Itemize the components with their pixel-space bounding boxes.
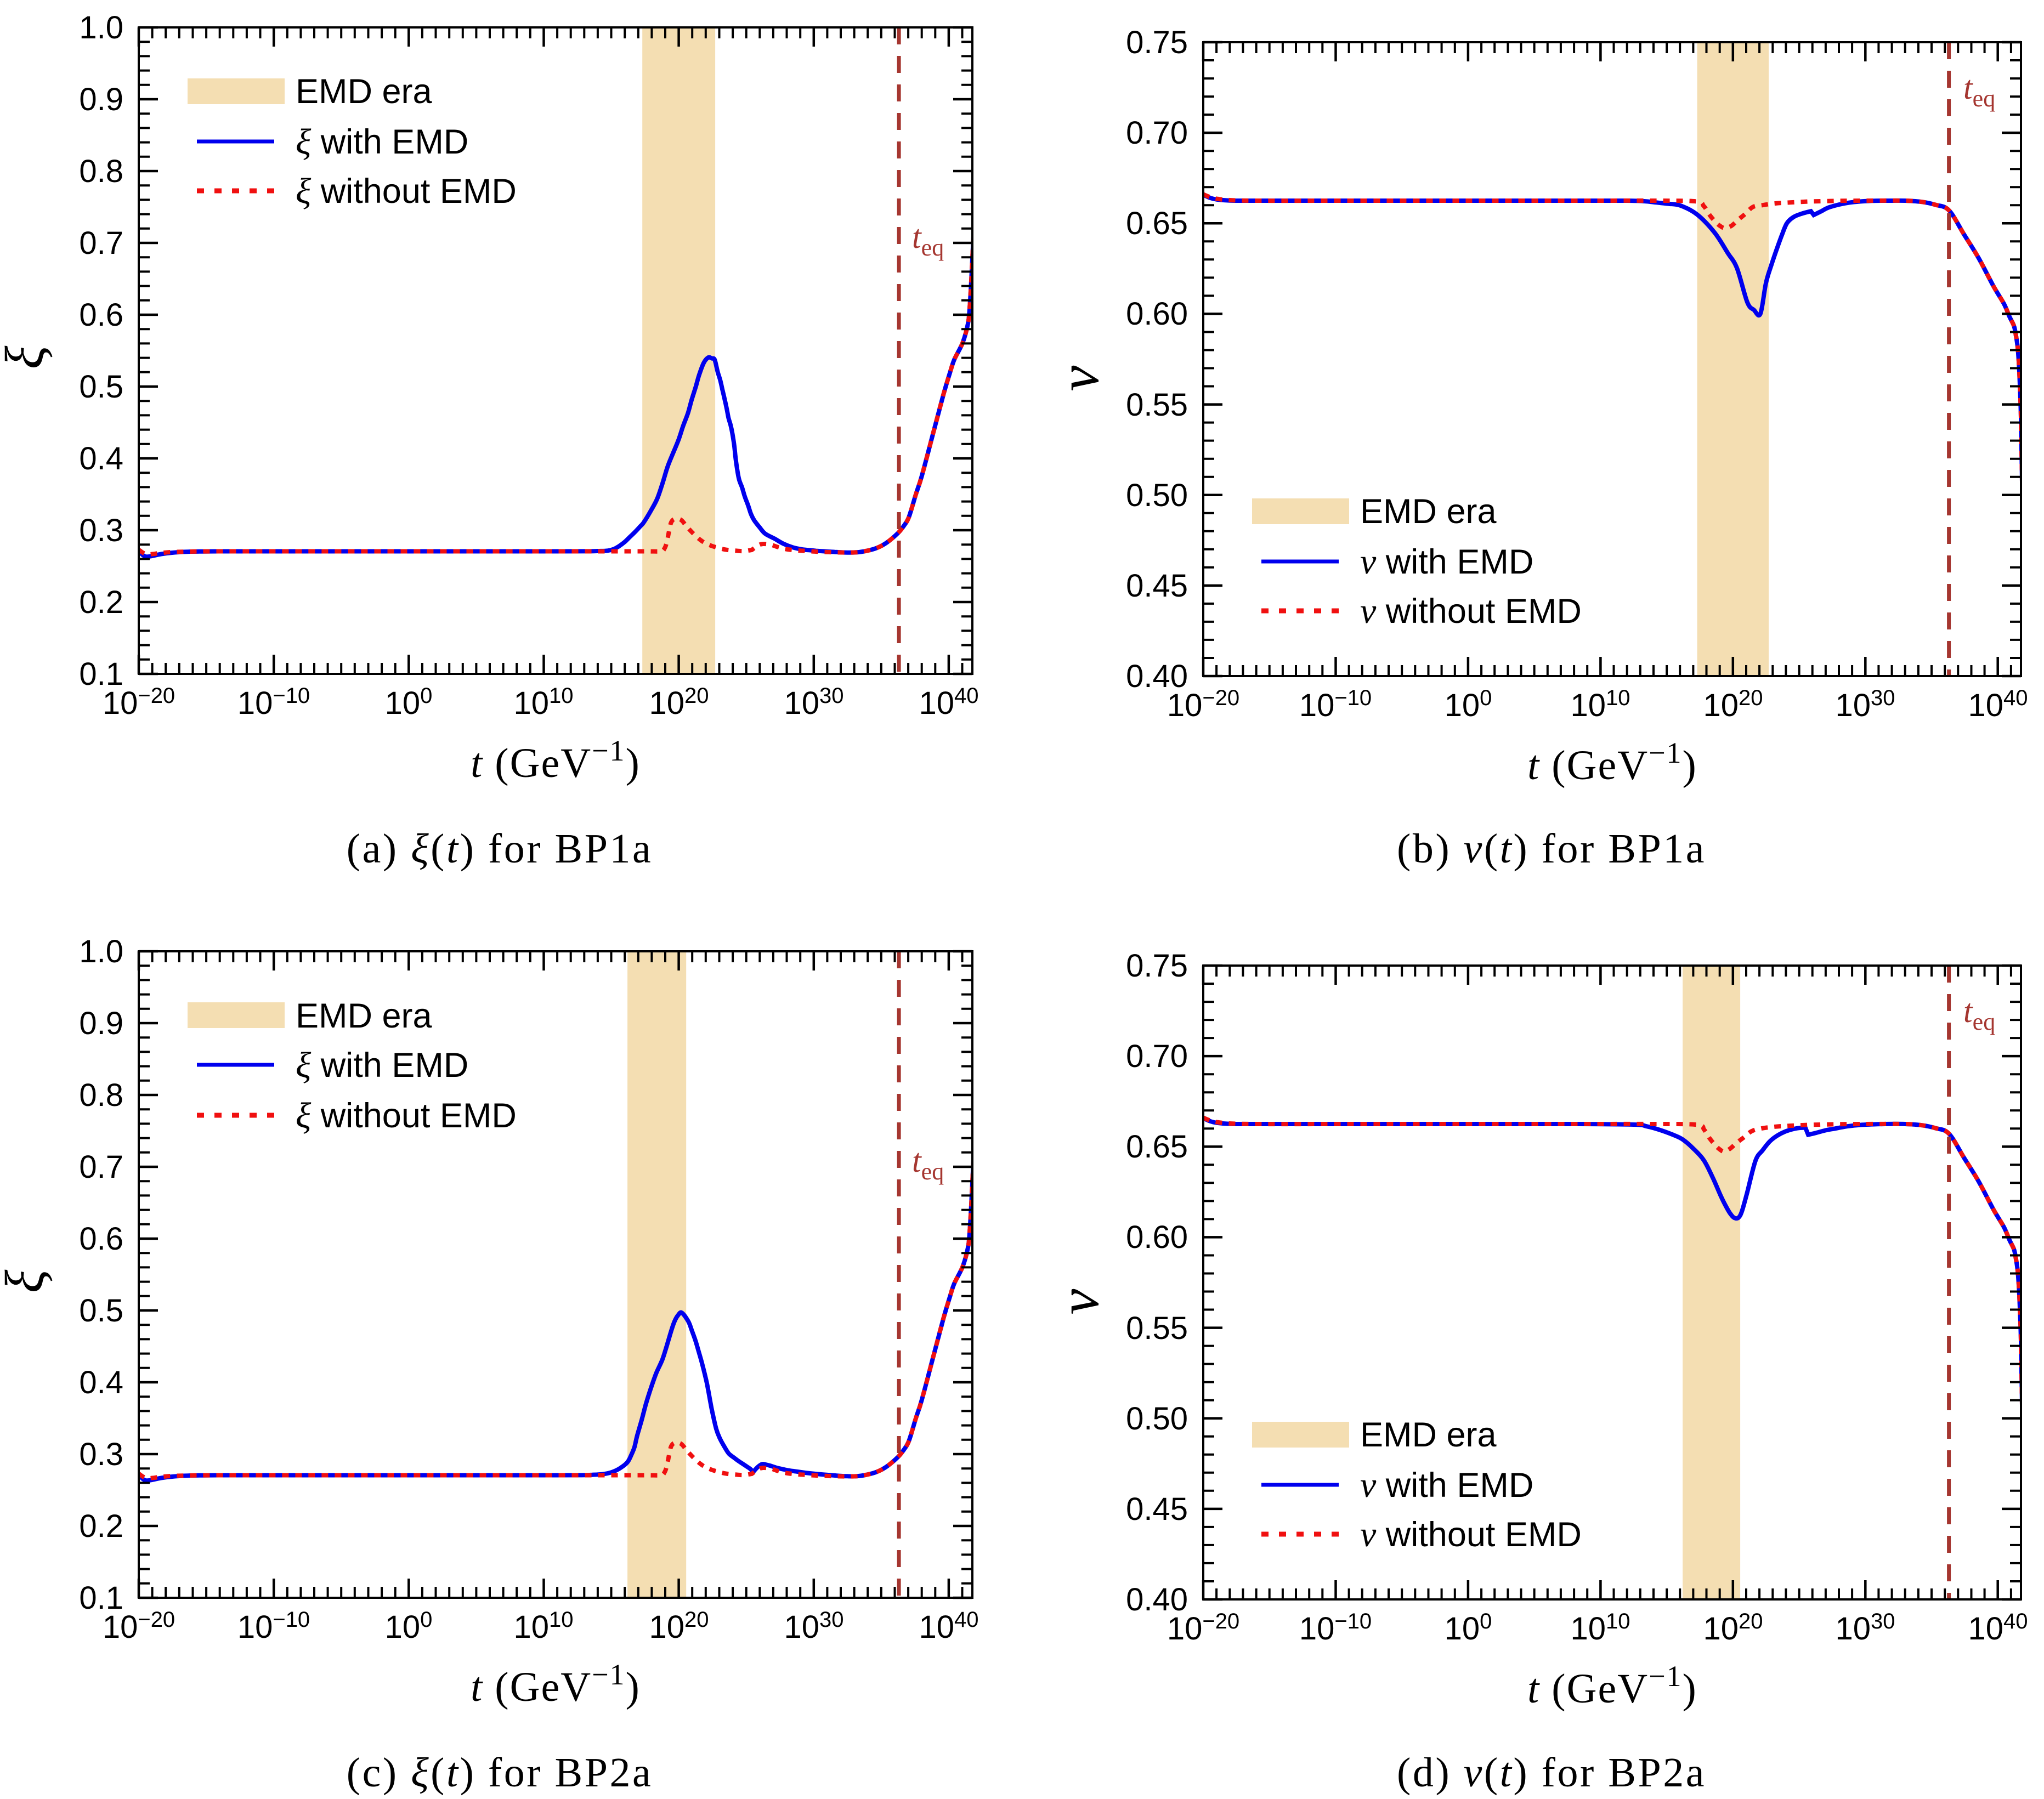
svg-text:0.60: 0.60 bbox=[1126, 296, 1188, 332]
svg-text:0.7: 0.7 bbox=[79, 1149, 123, 1185]
svg-text:0.4: 0.4 bbox=[79, 1365, 123, 1400]
svg-text:0.65: 0.65 bbox=[1126, 1129, 1188, 1165]
svg-text:(b) v(t) for BP1a: (b) v(t) for BP1a bbox=[1397, 826, 1706, 872]
svg-text:0.9: 0.9 bbox=[79, 82, 123, 117]
svg-text:v: v bbox=[1046, 365, 1111, 391]
svg-text:0.1: 0.1 bbox=[79, 1580, 123, 1616]
svg-text:ξ: ξ bbox=[0, 345, 55, 369]
svg-text:0.40: 0.40 bbox=[1126, 1582, 1188, 1618]
svg-text:1.0: 1.0 bbox=[79, 10, 123, 46]
svg-text:0.50: 0.50 bbox=[1126, 478, 1188, 513]
svg-text:0.6: 0.6 bbox=[79, 297, 123, 333]
svg-text:(c) ξ(t) for BP2a: (c) ξ(t) for BP2a bbox=[347, 1750, 653, 1796]
svg-text:1030: 1030 bbox=[784, 1608, 843, 1645]
svg-text:ξ without EMD: ξ without EMD bbox=[296, 1096, 517, 1136]
svg-text:0.9: 0.9 bbox=[79, 1006, 123, 1041]
svg-text:0.60: 0.60 bbox=[1126, 1219, 1188, 1255]
svg-text:(a) ξ(t) for BP1a: (a) ξ(t) for BP1a bbox=[347, 826, 653, 872]
svg-text:ξ: ξ bbox=[0, 1269, 55, 1293]
svg-text:v: v bbox=[1046, 1289, 1111, 1314]
svg-text:ξ with EMD: ξ with EMD bbox=[296, 122, 468, 162]
svg-text:0.6: 0.6 bbox=[79, 1221, 123, 1257]
svg-text:1.0: 1.0 bbox=[79, 934, 123, 969]
svg-text:0.65: 0.65 bbox=[1126, 206, 1188, 241]
svg-text:0.2: 0.2 bbox=[79, 1508, 123, 1544]
svg-text:0.50: 0.50 bbox=[1126, 1401, 1188, 1437]
svg-text:0.45: 0.45 bbox=[1126, 568, 1188, 604]
svg-text:ξ with EMD: ξ with EMD bbox=[296, 1045, 468, 1085]
svg-text:0.2: 0.2 bbox=[79, 584, 123, 620]
svg-text:(d) v(t) for BP2a: (d) v(t) for BP2a bbox=[1397, 1750, 1706, 1796]
svg-text:v with EMD: v with EMD bbox=[1360, 1465, 1533, 1505]
svg-text:0.75: 0.75 bbox=[1126, 948, 1188, 984]
svg-text:EMD era: EMD era bbox=[296, 997, 433, 1035]
svg-text:0.8: 0.8 bbox=[79, 154, 123, 189]
svg-text:0.55: 0.55 bbox=[1126, 387, 1188, 423]
svg-text:EMD era: EMD era bbox=[1360, 1416, 1497, 1454]
svg-text:0.5: 0.5 bbox=[79, 1293, 123, 1329]
svg-text:0.3: 0.3 bbox=[79, 513, 123, 548]
svg-text:0.75: 0.75 bbox=[1126, 25, 1188, 60]
svg-text:0.8: 0.8 bbox=[79, 1077, 123, 1113]
svg-text:1030: 1030 bbox=[784, 684, 843, 721]
svg-text:1020: 1020 bbox=[1703, 1609, 1763, 1647]
svg-text:0.4: 0.4 bbox=[79, 441, 123, 476]
svg-text:0.5: 0.5 bbox=[79, 369, 123, 405]
svg-text:100: 100 bbox=[1445, 686, 1492, 723]
svg-text:0.45: 0.45 bbox=[1126, 1491, 1188, 1527]
svg-text:0.7: 0.7 bbox=[79, 225, 123, 261]
svg-text:v with EMD: v with EMD bbox=[1360, 542, 1533, 582]
svg-text:v without EMD: v without EMD bbox=[1360, 591, 1582, 631]
svg-text:0.3: 0.3 bbox=[79, 1437, 123, 1472]
svg-text:EMD era: EMD era bbox=[296, 72, 433, 111]
svg-text:0.55: 0.55 bbox=[1126, 1310, 1188, 1346]
svg-text:EMD era: EMD era bbox=[1360, 492, 1497, 531]
svg-text:0.70: 0.70 bbox=[1126, 1038, 1188, 1074]
svg-text:0.40: 0.40 bbox=[1126, 659, 1188, 694]
svg-text:0.70: 0.70 bbox=[1126, 115, 1188, 151]
svg-text:0.1: 0.1 bbox=[79, 656, 123, 692]
svg-text:ξ without EMD: ξ without EMD bbox=[296, 171, 517, 211]
svg-text:t (GeV−1): t (GeV−1) bbox=[1527, 736, 1697, 788]
svg-text:v without EMD: v without EMD bbox=[1360, 1514, 1582, 1554]
